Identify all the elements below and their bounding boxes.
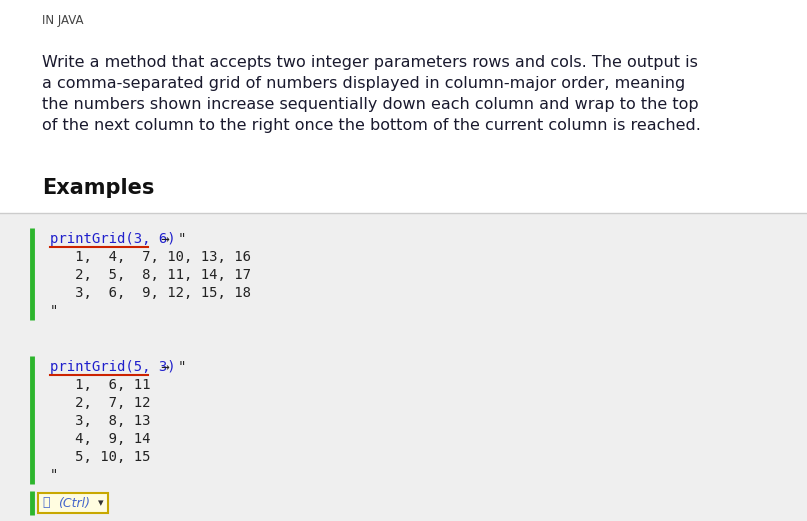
Text: 5, 10, 15: 5, 10, 15 bbox=[50, 450, 150, 464]
Text: 2,  5,  8, 11, 14, 17: 2, 5, 8, 11, 14, 17 bbox=[50, 268, 251, 282]
Text: 3,  6,  9, 12, 15, 18: 3, 6, 9, 12, 15, 18 bbox=[50, 286, 251, 300]
FancyBboxPatch shape bbox=[38, 493, 108, 513]
Text: ▾: ▾ bbox=[98, 498, 103, 508]
Text: ": " bbox=[50, 304, 58, 318]
Text: 📋: 📋 bbox=[42, 497, 49, 510]
Text: Examples: Examples bbox=[42, 178, 154, 198]
Text: (Ctrl): (Ctrl) bbox=[58, 497, 90, 510]
Text: ": " bbox=[50, 468, 58, 482]
Text: 2,  7, 12: 2, 7, 12 bbox=[50, 396, 150, 410]
Text: printGrid(3, 6): printGrid(3, 6) bbox=[50, 232, 176, 246]
Text: of the next column to the right once the bottom of the current column is reached: of the next column to the right once the… bbox=[42, 118, 700, 133]
Text: printGrid(5, 3): printGrid(5, 3) bbox=[50, 360, 176, 374]
Text: → ": → " bbox=[153, 360, 186, 374]
Text: → ": → " bbox=[153, 232, 186, 246]
Text: IN JAVA: IN JAVA bbox=[42, 14, 83, 27]
Text: 1,  4,  7, 10, 13, 16: 1, 4, 7, 10, 13, 16 bbox=[50, 250, 251, 264]
Text: 4,  9, 14: 4, 9, 14 bbox=[50, 432, 150, 446]
Text: a comma-separated grid of numbers displayed in column-major order, meaning: a comma-separated grid of numbers displa… bbox=[42, 76, 685, 91]
Text: 3,  8, 13: 3, 8, 13 bbox=[50, 414, 150, 428]
Text: the numbers shown increase sequentially down each column and wrap to the top: the numbers shown increase sequentially … bbox=[42, 97, 699, 112]
Text: 1,  6, 11: 1, 6, 11 bbox=[50, 378, 150, 392]
FancyBboxPatch shape bbox=[0, 0, 807, 213]
Text: Write a method that accepts two integer parameters rows and cols. The output is: Write a method that accepts two integer … bbox=[42, 55, 698, 70]
